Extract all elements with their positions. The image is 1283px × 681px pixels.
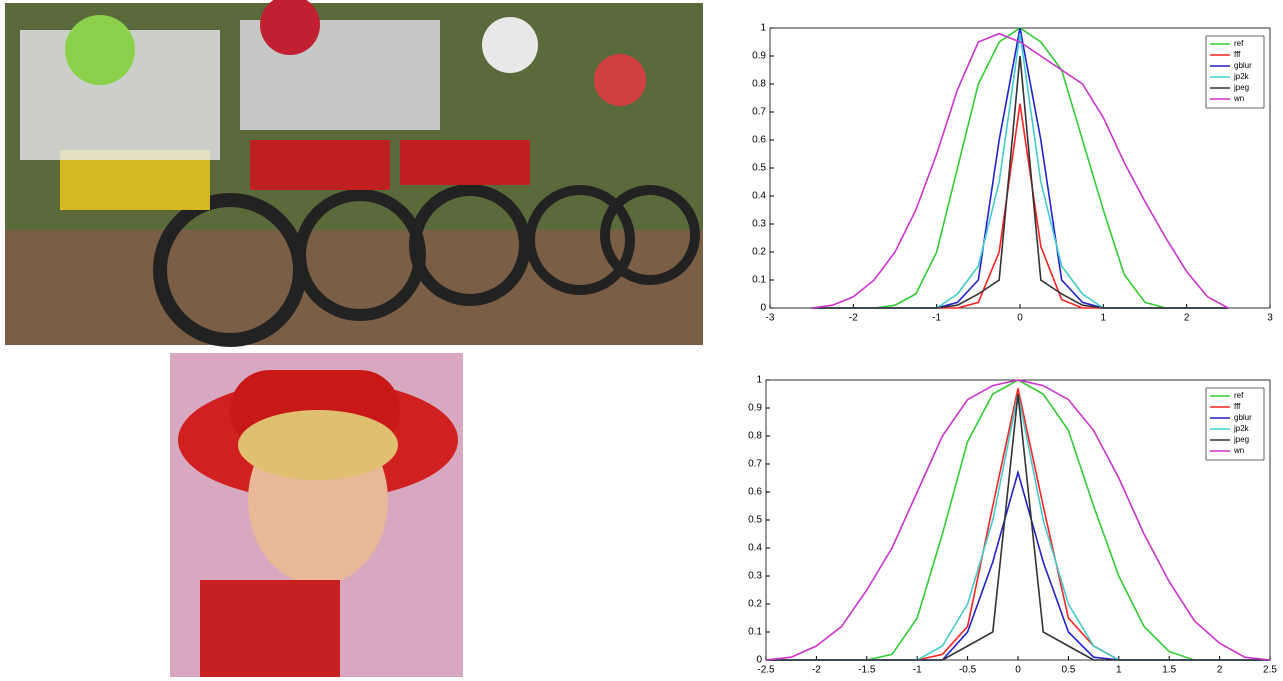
x-tick-label: 2.5 [1263,665,1277,676]
x-tick-label: 2 [1184,313,1190,324]
y-tick-label: 0.3 [748,571,762,582]
x-tick-label: 1.5 [1162,665,1176,676]
y-tick-label: 0.5 [752,163,766,174]
y-tick-label: 0.4 [748,543,762,554]
y-tick-label: 0.7 [748,459,762,470]
y-tick-label: 0.2 [752,247,766,258]
legend-label: wn [1233,94,1244,103]
y-tick-label: 0.8 [748,431,762,442]
legend-label: jp2k [1233,72,1250,81]
y-tick-label: 0.4 [752,191,766,202]
legend-label: ref [1234,391,1244,400]
portrait-photo [170,353,463,677]
figure: 0 0.1 0.2 0.3 0.4 0.5 0.6 0.7 0.8 0.9 1 -3 -2 -1 0 1 2 3 r… [0,0,1283,681]
legend-label: gblur [1234,61,1252,70]
x-tick-label: -1 [913,665,922,676]
y-tick-label: 0.1 [752,275,766,286]
y-tick-label: 0.5 [748,515,762,526]
y-tick-label: 0.9 [748,403,762,414]
x-tick-label: 3 [1267,313,1273,324]
legend-label: jp2k [1233,424,1250,433]
y-tick-label: 0.3 [752,219,766,230]
y-tick-label: 0.2 [748,599,762,610]
x-tick-label: -0.5 [959,665,977,676]
motocross-photo [5,0,703,345]
x-tick-label: -2 [812,665,821,676]
y-tick-label: 0.6 [748,487,762,498]
legend-label: ref [1234,39,1244,48]
y-tick-label: 0.6 [752,135,766,146]
legend-label: jpeg [1233,435,1249,444]
x-tick-label: -2.5 [757,665,775,676]
legend-label: jpeg [1233,83,1249,92]
x-tick-label: 2 [1217,665,1223,676]
legend: ref fff gblur jp2k jpeg wn [1206,36,1264,108]
x-tick-label: -2 [849,313,858,324]
legend-label: wn [1233,446,1244,455]
y-tick-label: 0.9 [752,51,766,62]
legend-label: fff [1234,50,1241,59]
legend-label: gblur [1234,413,1252,422]
x-tick-label: 1 [1101,313,1107,324]
x-tick-label: 0 [1015,665,1021,676]
y-tick-label: 0.7 [752,107,766,118]
x-tick-label: 1 [1116,665,1122,676]
legend-label: fff [1234,402,1241,411]
y-tick-label: 0.8 [752,79,766,90]
page: 0 0.1 0.2 0.3 0.4 0.5 0.6 0.7 0.8 0.9 1 -3 -2 -1 0 1 2 3 r… [0,0,1283,681]
legend: ref fff gblur jp2k jpeg wn [1206,388,1264,460]
plot-frame [770,28,1270,308]
y-tick-label: 0.1 [748,627,762,638]
y-tick-label: 1 [756,375,762,386]
x-tick-label: -1 [932,313,941,324]
y-tick-label: 1 [760,23,766,34]
x-tick-label: 0.5 [1061,665,1075,676]
x-tick-label: 0 [1017,313,1023,324]
plot-frame [766,380,1270,660]
x-tick-label: -1.5 [858,665,876,676]
x-tick-label: -3 [766,313,775,324]
